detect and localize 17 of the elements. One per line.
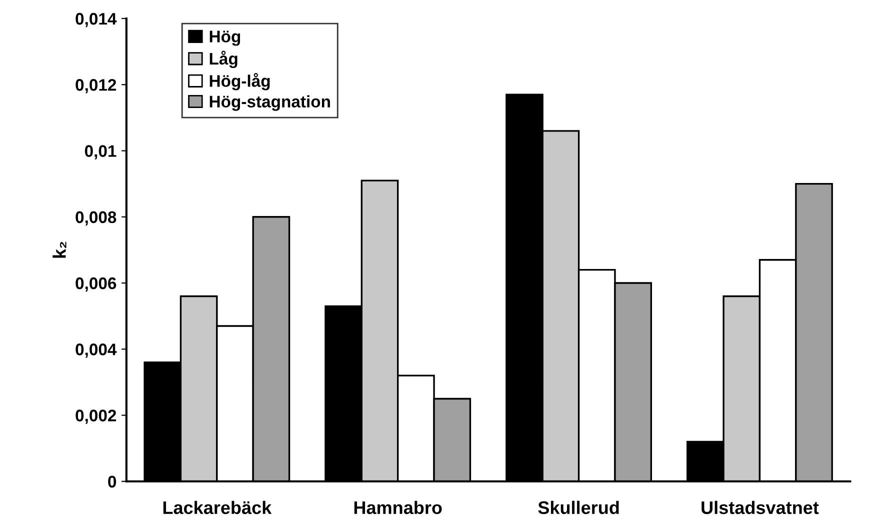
legend-label: Hög — [210, 30, 240, 46]
y-tick-label: 0,004 — [76, 344, 117, 358]
x-tick-label: Ulstadsvatnet — [702, 500, 819, 514]
x-tick-label: Hamnabro — [354, 500, 442, 514]
x-tick-label: Skullerud — [538, 500, 619, 514]
x-tick-label: Lackarebäck — [163, 500, 272, 514]
y-tick-label: 0,008 — [76, 211, 116, 226]
legend-label: Låg — [210, 50, 238, 68]
y-tick-label: 0,006 — [76, 277, 116, 292]
y-tick-label: 0,002 — [76, 410, 116, 424]
legend-label: Hög-låg — [210, 73, 270, 90]
y-tick-label: 0 — [108, 476, 116, 488]
y-tick-label: 0,012 — [76, 79, 116, 94]
y-tick-label: 0,014 — [76, 12, 117, 28]
legend-label: Hög-stagnation — [210, 95, 330, 111]
y-axis-title: k₂ — [52, 242, 66, 258]
y-tick-label: 0,01 — [84, 145, 116, 160]
